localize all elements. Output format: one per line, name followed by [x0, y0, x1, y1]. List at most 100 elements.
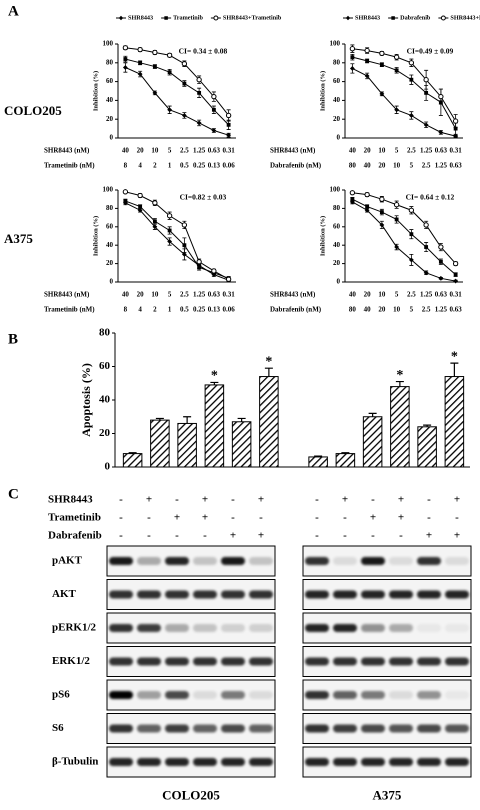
blot-band: [333, 691, 357, 699]
blot-band: [389, 758, 413, 766]
marker: [379, 62, 384, 67]
bar: [150, 419, 170, 468]
blot-band: [137, 657, 161, 666]
treatment-sign: +: [258, 530, 264, 542]
x-tick-label: 2: [153, 162, 157, 170]
treatment-sign: +: [258, 494, 264, 506]
blot-frame: [302, 746, 472, 778]
y-tick-label: 60: [333, 222, 341, 230]
blot-band: [333, 590, 357, 599]
blot-band: [417, 724, 441, 733]
blot-row-label: ERK1/2: [52, 655, 90, 667]
blot-band: [249, 657, 273, 666]
x-tick-label: 0.31: [450, 291, 463, 299]
legend-label: SHR8443+Trametinib: [223, 14, 282, 21]
blot-band: [417, 624, 441, 632]
y-tick-label: 20: [106, 259, 114, 267]
blot-band: [221, 657, 245, 666]
treatment-label: Dabrafenib: [48, 530, 102, 542]
x-tick-label: 10: [151, 147, 159, 155]
marker: [138, 204, 143, 209]
marker: [167, 107, 173, 113]
y-tick-label: 40: [333, 241, 341, 249]
blot-band: [417, 657, 441, 666]
treatment-sign: +: [454, 494, 460, 506]
series-line: [352, 198, 456, 276]
treatment-sign: +: [398, 494, 404, 506]
x-tick-label: 40: [122, 147, 130, 155]
marker: [409, 77, 414, 82]
marker: [137, 207, 143, 213]
blot-band: [305, 691, 329, 699]
blot-band: [389, 724, 413, 733]
y-tick-label: 80: [106, 204, 114, 212]
marker: [166, 213, 173, 219]
x-tick-label: 0.13: [208, 162, 221, 170]
marker: [408, 207, 415, 213]
marker: [423, 122, 429, 128]
marker: [167, 228, 172, 233]
treatment-sign: -: [315, 512, 319, 524]
blot-band: [137, 557, 161, 565]
x-tick-label: 1.25: [420, 147, 433, 155]
marker: [453, 133, 459, 139]
blot-frame: [106, 746, 276, 778]
blot-band: [165, 624, 189, 632]
blot-band: [221, 691, 245, 699]
blot-band: [165, 691, 189, 699]
marker: [423, 270, 429, 276]
marker: [226, 122, 231, 127]
x-tick-label: 5: [410, 162, 414, 170]
marker: [438, 93, 444, 100]
y-tick-label: 40: [99, 394, 111, 406]
blot-band: [333, 624, 357, 632]
x-tick-label: 0.63: [435, 291, 448, 299]
error-bar: [155, 417, 164, 421]
blot-band: [389, 624, 413, 632]
blot-band: [165, 657, 189, 666]
marker: [182, 243, 187, 248]
treatment-sign: -: [119, 530, 123, 542]
blot-frame: [106, 545, 276, 577]
marker: [181, 252, 187, 257]
y-tick-label: 100: [103, 40, 114, 48]
blot-band: [305, 624, 329, 632]
blot-band: [305, 557, 329, 565]
marker: [364, 47, 370, 54]
x-row-label: SHR8443 (nM): [270, 291, 316, 299]
marker: [181, 113, 187, 118]
marker: [122, 189, 129, 195]
blot-frame: [302, 679, 472, 711]
y-tick-label: 80: [333, 204, 341, 212]
y-tick-label: 100: [330, 40, 341, 48]
blot-band: [193, 724, 217, 733]
x-row-label: SHR8443 (nM): [44, 147, 90, 155]
blot-band: [109, 557, 133, 565]
treatment-sign: +: [202, 512, 208, 524]
blot-band: [389, 691, 413, 699]
blot-band: [137, 758, 161, 766]
x-tick-label: 0.31: [223, 147, 236, 155]
x-tick-label: 5: [395, 147, 399, 155]
x-row-label: SHR8443 (nM): [44, 291, 90, 299]
blot-band: [193, 624, 217, 632]
blot-band: [333, 657, 357, 666]
x-tick-label: 8: [124, 162, 128, 170]
marker: [211, 268, 217, 274]
y-tick-label: 0: [110, 134, 114, 142]
x-tick-label: 20: [364, 147, 372, 155]
marker: [166, 52, 173, 58]
blot-band: [389, 657, 413, 666]
treatment-sign: -: [231, 512, 235, 524]
blot-band: [249, 557, 273, 565]
y-tick-label: 0: [337, 278, 341, 286]
treatment-sign: +: [146, 494, 152, 506]
marker: [394, 107, 400, 113]
x-tick-label: 80: [349, 162, 357, 170]
x-tick-label: 5: [168, 147, 172, 155]
marker: [350, 55, 355, 60]
blot-band: [165, 557, 189, 565]
x-tick-label: 0.5: [180, 162, 189, 170]
series-line: [125, 58, 229, 126]
marker: [438, 244, 444, 250]
